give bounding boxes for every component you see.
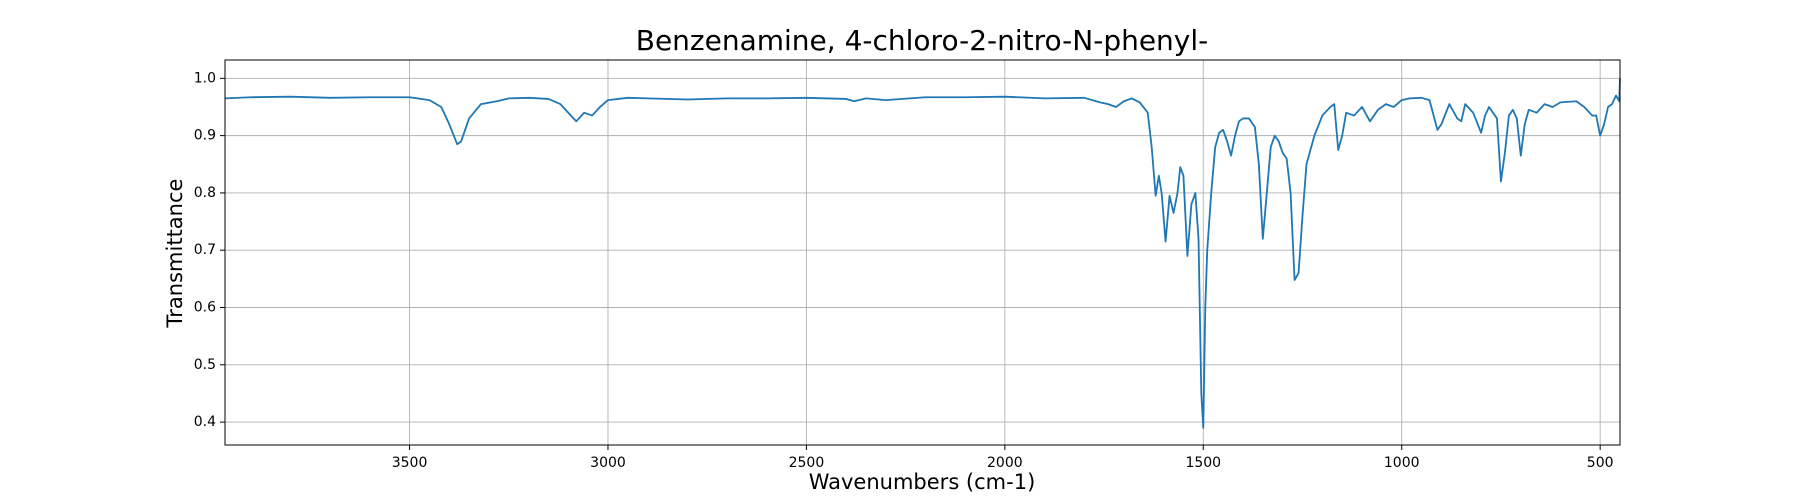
x-tick-label: 1500 xyxy=(1185,455,1221,471)
y-tick-label: 1.0 xyxy=(194,70,216,86)
x-tick-label: 3500 xyxy=(392,455,428,471)
chart-title: Benzenamine, 4-chloro-2-nitro-N-phenyl- xyxy=(636,24,1209,57)
x-tick-label: 500 xyxy=(1587,455,1614,471)
y-tick-label: 0.9 xyxy=(194,128,216,144)
x-tick-label: 1000 xyxy=(1384,455,1420,471)
y-tick-label: 0.5 xyxy=(194,357,216,373)
x-tick-label: 2500 xyxy=(789,455,825,471)
spectrum-line xyxy=(224,78,1621,429)
x-tick-label: 3000 xyxy=(590,455,626,471)
plot-frame xyxy=(224,59,1621,446)
y-tick-label: 0.7 xyxy=(194,242,216,258)
y-tick-label: 0.4 xyxy=(194,414,216,430)
y-tick-label: 0.8 xyxy=(194,185,216,201)
x-tick-label: 2000 xyxy=(987,455,1023,471)
y-axis-label: Transmittance xyxy=(163,179,187,329)
y-tick-label: 0.6 xyxy=(194,300,216,316)
x-axis-label: Wavenumbers (cm-1) xyxy=(809,470,1036,494)
